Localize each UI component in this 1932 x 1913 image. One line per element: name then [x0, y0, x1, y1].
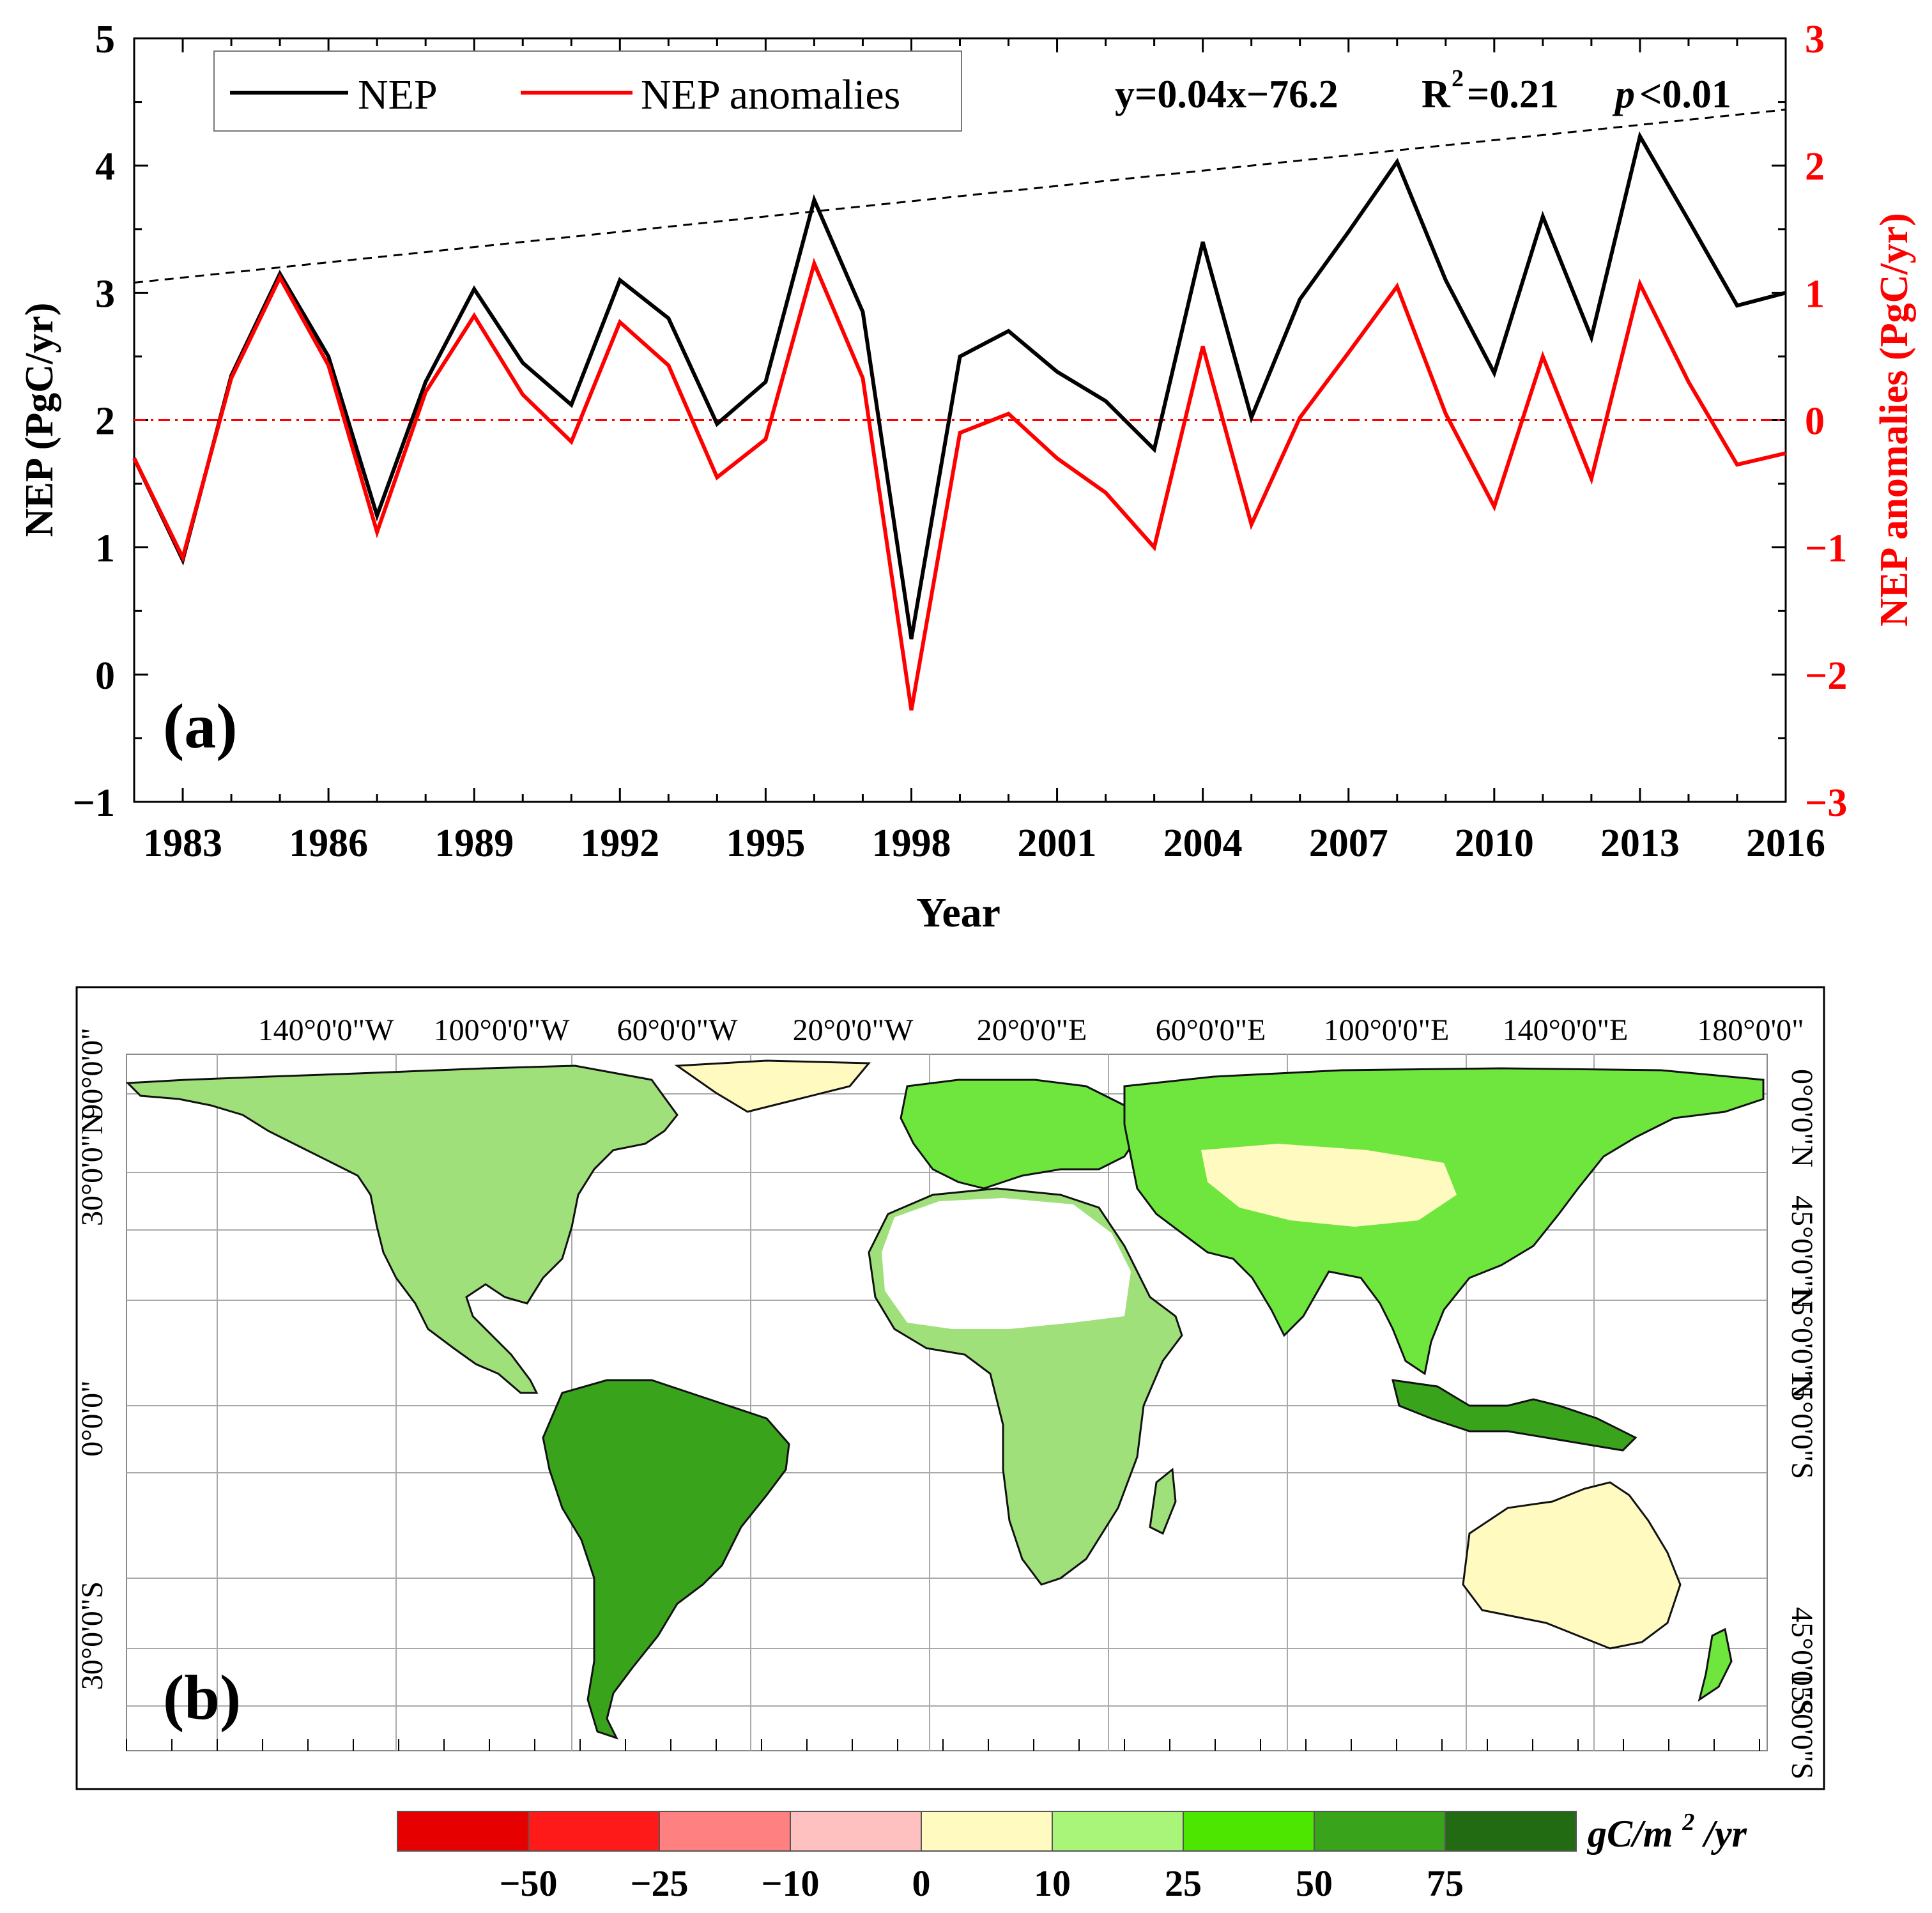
y-tick-label: 3	[95, 272, 115, 316]
x-tick-label: 1992	[580, 822, 659, 865]
colorbar-swatch	[397, 1811, 529, 1852]
map-top-label: 180°0'0"	[1697, 1013, 1804, 1047]
panel-label-b: (b)	[163, 1662, 241, 1733]
map-left-label: 0°0'0"	[75, 1380, 109, 1456]
unit-sup: 2	[1682, 1809, 1694, 1836]
map-right-label: 15°0'0"N	[1785, 1285, 1819, 1399]
map-right-label: 45°0'0"S	[1785, 1607, 1819, 1716]
x-tick-label: 1998	[871, 822, 951, 865]
land-north-america	[125, 1064, 678, 1394]
land-new-zealand	[1698, 1627, 1733, 1702]
map-top-label: 60°0'0"W	[617, 1013, 738, 1047]
x-tick-label: 2001	[1018, 822, 1097, 865]
legend: NEP NEP anomalies	[213, 50, 962, 132]
colorbar-swatch	[1445, 1811, 1577, 1852]
map-top-label: 140°0'0"W	[258, 1013, 394, 1047]
y-tick-label: 4	[95, 145, 115, 188]
unit-prefix: gC/m	[1586, 1813, 1673, 1855]
land-madagascar	[1149, 1468, 1177, 1535]
colorbar-swatch	[921, 1811, 1053, 1852]
y-axis-title: NEP (PgC/yr)	[18, 303, 61, 537]
legend-label-anomalies: NEP anomalies	[641, 72, 900, 118]
x-tick-label: 2004	[1163, 822, 1243, 865]
map-top-label: 20°0'0"E	[977, 1013, 1087, 1047]
colorbar-tick-label: −50	[499, 1863, 557, 1904]
colorbar-swatch	[1052, 1811, 1184, 1852]
colorbar-tick-label: 10	[1034, 1863, 1071, 1904]
map-right-label: 45°0'0"N	[1785, 1195, 1819, 1309]
x-tick-label: 1989	[434, 822, 514, 865]
x-tick-label: 1986	[289, 822, 368, 865]
map-land	[125, 1059, 1765, 1740]
x-tick-label: 2016	[1746, 822, 1825, 865]
equation-p-value: <0.01	[1639, 73, 1731, 116]
x-tick-label: 1995	[726, 822, 805, 865]
land-central-asia-dry	[1201, 1144, 1457, 1227]
colorbar-tick-label: 25	[1165, 1863, 1202, 1904]
map-top-label: 100°0'0"W	[434, 1013, 570, 1047]
colorbar-tick-label: 75	[1427, 1863, 1464, 1904]
map-right-label: 0°0'0"N	[1785, 1069, 1819, 1167]
unit-suffix: /yr	[1701, 1813, 1747, 1855]
y2-tick-label: −3	[1805, 781, 1847, 825]
land-maritime-se-asia	[1392, 1379, 1637, 1452]
colorbar-swatch	[1183, 1811, 1315, 1852]
colorbar-tick-label: −10	[761, 1863, 819, 1904]
map-right-label: 15°0'0"S	[1785, 1371, 1819, 1479]
y-tick-label: 2	[95, 400, 115, 443]
colorbar-swatch	[528, 1811, 660, 1852]
y2-tick-label: 0	[1805, 400, 1825, 443]
map-left-label: 30°0'0"N	[75, 1112, 109, 1226]
land-south-america	[542, 1379, 790, 1740]
map-left-label: 90°0'0"	[75, 1027, 109, 1119]
panel-label-a: (a)	[163, 691, 238, 762]
trend-line	[134, 109, 1786, 284]
y2-tick-label: 3	[1805, 18, 1825, 61]
y-tick-label: −1	[73, 781, 115, 825]
y2-axis-title: NEP anomalies (PgC/yr)	[1873, 213, 1916, 627]
colorbar-swatch	[790, 1811, 922, 1852]
equation-r-label: R	[1422, 73, 1451, 116]
land-europe	[900, 1079, 1138, 1190]
colorbar-swatch	[1314, 1811, 1446, 1852]
equation-p-label: p	[1612, 73, 1635, 116]
map-left-label: 30°0'0"S	[75, 1581, 109, 1690]
equation-fit: y=0.04x−76.2	[1115, 73, 1338, 116]
map-top-label: 140°0'0"E	[1503, 1013, 1629, 1047]
panel-a: 1983 1986 1989 1992 1995 1998 2001 2004 2007 2010…	[18, 18, 1916, 936]
y2-tick-label: −2	[1805, 654, 1847, 698]
y2-tick-label: 1	[1805, 272, 1825, 316]
equation-r-sup: 2	[1452, 65, 1464, 92]
x-tick-label: 2013	[1600, 822, 1680, 865]
colorbar: −50 −25 −10 0 10 25 50 75	[397, 1811, 1577, 1904]
panel-b: 140°0'0"W 100°0'0"W 60°0'0"W 20°0'0"W 20°0'0…	[75, 986, 1825, 1904]
colorbar-tick-label: 0	[912, 1863, 931, 1904]
map-top-label: 60°0'0"E	[1156, 1013, 1266, 1047]
y-tick-label: 1	[95, 527, 115, 571]
land-australia	[1462, 1481, 1682, 1650]
y2-tick-label: −1	[1805, 527, 1847, 571]
y2-tick-label: 2	[1805, 145, 1825, 188]
regression-annotation: y=0.04x−76.2 R 2 =0.21 p <0.01	[1115, 65, 1731, 116]
colorbar-tick-label: 50	[1296, 1863, 1333, 1904]
x-tick-label: 2007	[1309, 822, 1388, 865]
map-right-label: 15°0'0"S	[1785, 1671, 1819, 1779]
y-tick-label: 0	[95, 654, 115, 698]
x-tick-label: 1983	[143, 822, 222, 865]
land-sahara	[882, 1198, 1131, 1329]
map-top-label: 100°0'0"E	[1324, 1013, 1450, 1047]
legend-label-nep: NEP	[358, 72, 438, 118]
colorbar-unit: gC/m 2 /yr	[1586, 1796, 1747, 1855]
equation-r-value: =0.21	[1467, 73, 1559, 116]
y-tick-label: 5	[95, 18, 115, 61]
x-axis-title: Year	[916, 889, 1000, 936]
colorbar-tick-label: −25	[630, 1863, 688, 1904]
land-greenland	[674, 1059, 871, 1113]
colorbar-swatch	[659, 1811, 791, 1852]
map-top-label: 20°0'0"W	[793, 1013, 914, 1047]
x-tick-label: 2010	[1455, 822, 1534, 865]
